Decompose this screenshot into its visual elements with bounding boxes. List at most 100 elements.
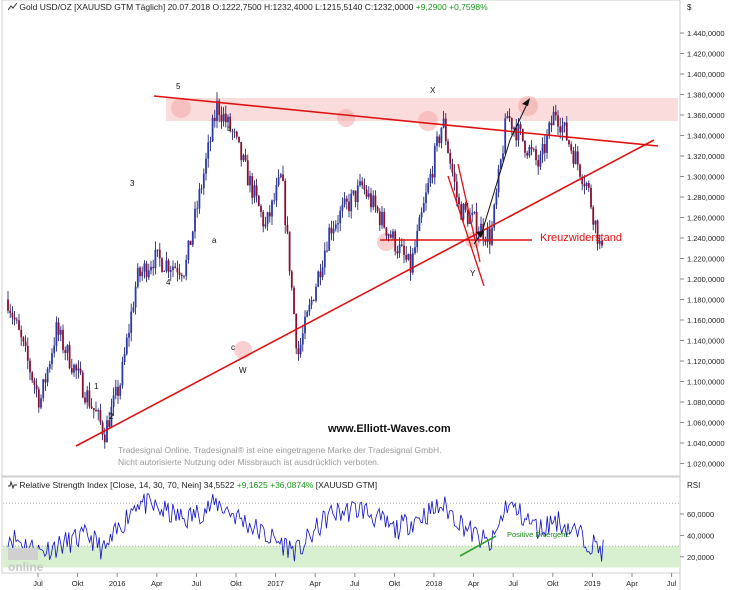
wave-label-3: 3	[130, 179, 135, 188]
candle	[504, 113, 507, 155]
candle	[438, 134, 441, 148]
price-tick-label: 1.060,0000	[687, 419, 725, 428]
candle	[48, 360, 51, 373]
candle	[363, 178, 366, 195]
candle	[189, 240, 192, 245]
candle	[568, 139, 570, 148]
time-tick-label: Okt	[389, 579, 402, 588]
candle	[257, 194, 260, 207]
candle	[301, 324, 304, 352]
candle	[433, 143, 436, 185]
candle	[319, 263, 322, 286]
candle	[187, 240, 190, 264]
candle	[315, 283, 317, 303]
candle	[418, 214, 421, 232]
price-tick-label: 1.080,0000	[687, 398, 725, 407]
candle	[587, 180, 590, 192]
wave-label-1: 1	[94, 382, 99, 391]
candle	[224, 105, 227, 128]
candle	[172, 260, 174, 278]
price-tick-label: 1.220,0000	[687, 255, 725, 264]
header-high: H:1232,4000	[264, 2, 313, 12]
candle	[403, 238, 405, 264]
candle	[125, 333, 128, 356]
upper-trendline	[153, 95, 659, 147]
candle	[46, 367, 49, 387]
candle	[541, 137, 544, 164]
candle	[359, 173, 361, 188]
candle	[552, 106, 555, 126]
rsi-axis-title: RSI	[687, 481, 700, 490]
candle	[295, 313, 298, 355]
candle	[321, 260, 324, 281]
time-tick-label: Okt	[72, 579, 85, 588]
rsi-header: Relative Strength Index [Close, 14, 30, …	[8, 480, 377, 490]
candle	[583, 175, 586, 195]
time-tick-label: Apr	[151, 579, 163, 588]
candle	[574, 143, 577, 165]
candle	[55, 316, 58, 352]
candle	[326, 241, 328, 253]
candle	[35, 378, 38, 398]
candle	[488, 220, 491, 254]
candle	[167, 258, 170, 278]
candle	[88, 382, 91, 409]
price-tick-label: 1.140,0000	[687, 337, 725, 346]
candle	[451, 158, 454, 177]
candle	[425, 183, 427, 211]
candle	[372, 190, 375, 211]
candle	[211, 114, 214, 143]
candle	[136, 263, 139, 289]
candle	[471, 204, 474, 223]
price-tick-label: 1.360,0000	[687, 111, 725, 120]
rsi-change: +9,1625 +36,0874%	[236, 480, 314, 490]
candle	[165, 251, 168, 273]
wave-label-a: a	[212, 236, 217, 245]
candle	[396, 245, 399, 259]
candle	[178, 263, 181, 280]
candle	[84, 391, 86, 405]
candle	[572, 146, 575, 168]
candle	[546, 129, 548, 159]
candle	[271, 199, 273, 225]
rsi-tick-label: 60,0000	[687, 510, 714, 519]
candle	[158, 242, 161, 267]
time-axis: Jul Okt 2016 Apr Jul Okt 2017 Apr Jul Okt 2018 Apr J…	[33, 573, 677, 588]
candle	[411, 248, 414, 275]
candle	[416, 224, 419, 253]
candle	[242, 153, 245, 163]
candle	[253, 180, 256, 204]
candle	[66, 344, 69, 361]
candle	[191, 230, 194, 248]
rsi-tick-label: 40,0000	[687, 531, 714, 540]
candle	[222, 107, 225, 127]
candle	[431, 166, 434, 184]
candle	[436, 131, 438, 152]
candle	[24, 335, 27, 352]
currency-label: $	[687, 3, 692, 12]
candle	[33, 377, 36, 394]
candle	[139, 266, 141, 283]
candle	[145, 260, 148, 283]
candle	[328, 223, 331, 252]
candle	[174, 262, 177, 269]
candle	[596, 219, 599, 251]
candle	[134, 281, 137, 315]
candle	[264, 216, 267, 229]
candle	[180, 272, 183, 282]
candle	[293, 285, 295, 315]
candle	[20, 325, 23, 346]
forecast-arrow-head	[522, 98, 530, 106]
candle	[365, 185, 368, 200]
candle	[229, 113, 232, 133]
candle	[42, 378, 45, 402]
candle	[493, 203, 496, 231]
candle	[194, 201, 196, 239]
candle	[312, 299, 315, 302]
resistance-zone	[166, 98, 678, 121]
candle	[376, 205, 379, 214]
candle	[462, 202, 465, 222]
candle	[429, 168, 432, 188]
candle	[308, 298, 311, 316]
candle	[176, 260, 179, 282]
